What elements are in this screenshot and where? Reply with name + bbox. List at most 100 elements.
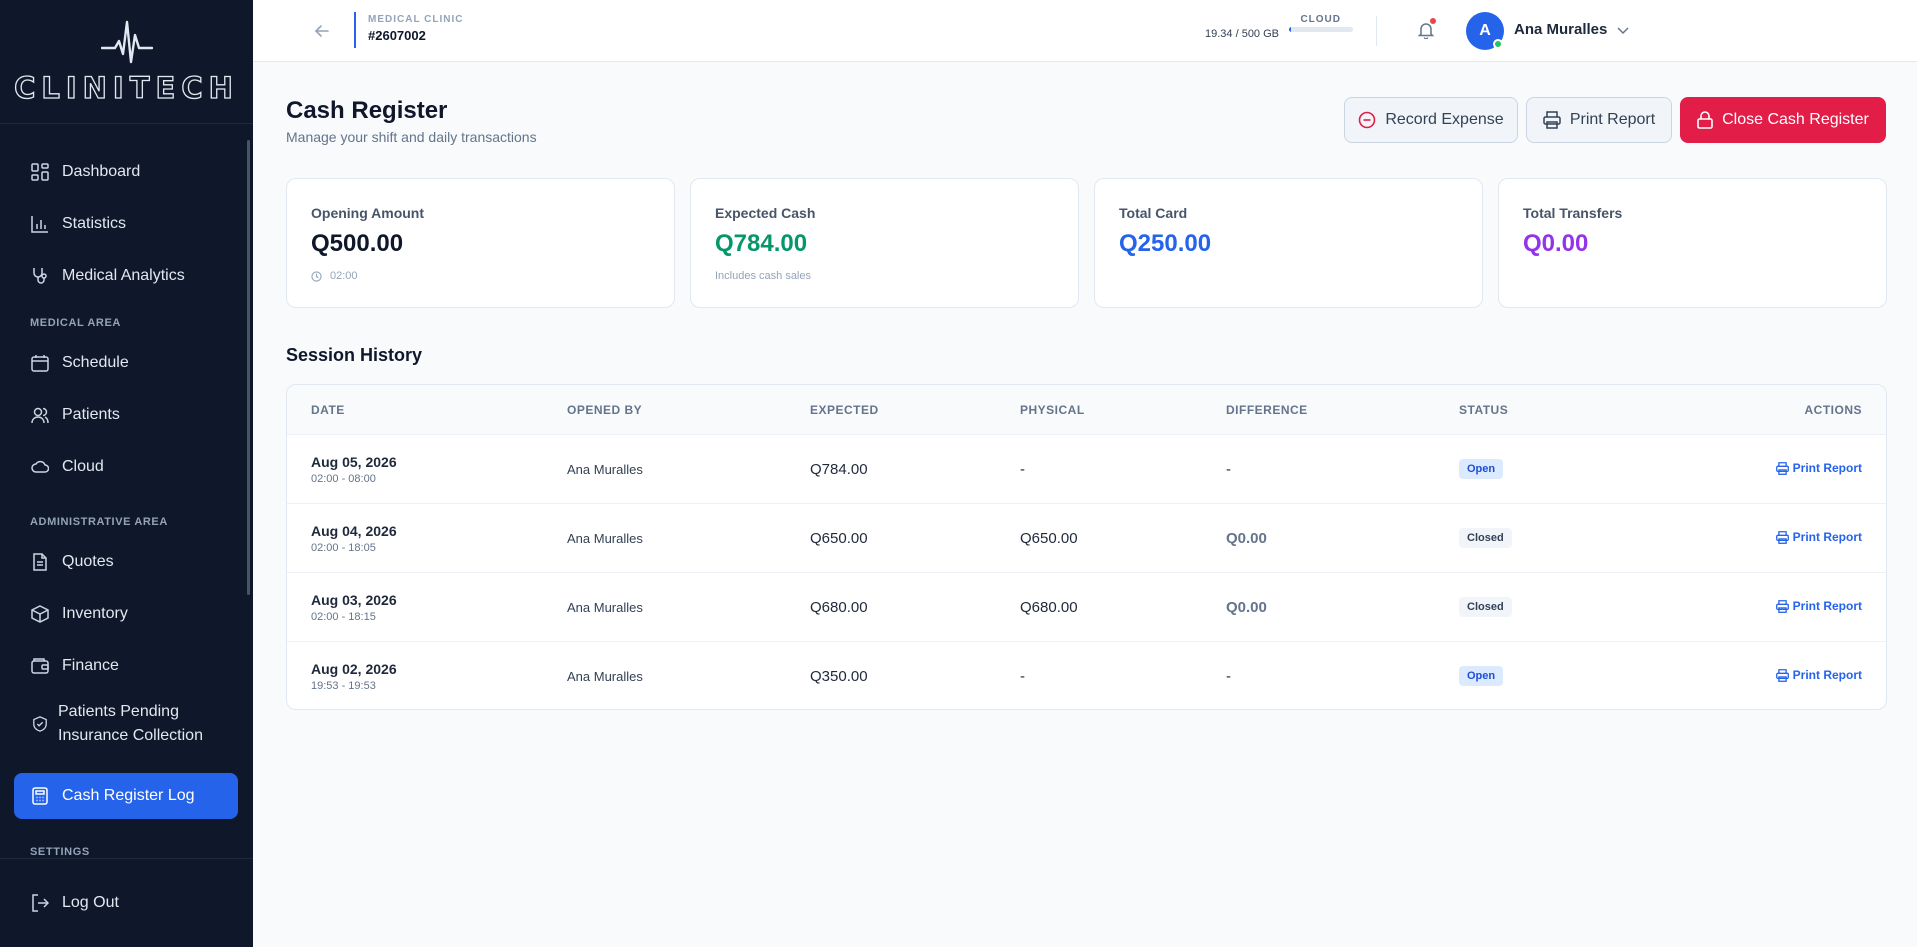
expected-cell: Q350.00: [810, 668, 868, 685]
close-cash-register-button[interactable]: Close Cash Register: [1680, 97, 1886, 143]
sidebar-item-insurance-collection[interactable]: Patients Pending Insurance Collection: [14, 696, 238, 752]
column-header-expected: EXPECTED: [810, 403, 879, 417]
table-row: Aug 05, 2026 02:00 - 08:00 Ana Muralles …: [287, 435, 1886, 504]
status-cell: Open: [1459, 459, 1504, 479]
document-icon: [30, 552, 50, 572]
sidebar-scrollbar[interactable]: [247, 140, 250, 595]
cloud-storage: CLOUD 19.34 / 500 GB: [1205, 14, 1341, 40]
sidebar-item-patients[interactable]: Patients: [14, 392, 238, 438]
status-cell: Open: [1459, 666, 1504, 686]
print-report-link-label: Print Report: [1792, 530, 1862, 544]
section-label-medical: MEDICAL AREA: [30, 317, 121, 329]
table-row: Aug 02, 2026 19:53 - 19:53 Ana Muralles …: [287, 642, 1886, 709]
printer-icon: [1543, 111, 1561, 129]
sidebar-item-quotes[interactable]: Quotes: [14, 539, 238, 585]
logout-button[interactable]: Log Out: [14, 880, 238, 926]
sidebar-item-finance[interactable]: Finance: [14, 643, 238, 689]
box-icon: [30, 604, 50, 624]
clinic-label: MEDICAL CLINIC: [368, 14, 464, 25]
session-time: 19:53 - 19:53: [311, 680, 376, 692]
date-cell: Aug 04, 2026 02:00 - 18:05: [311, 523, 397, 554]
sidebar-item-inventory[interactable]: Inventory: [14, 591, 238, 637]
back-button[interactable]: [311, 20, 333, 42]
printer-icon: [1775, 530, 1789, 544]
cloud-usage-bar: [1289, 27, 1353, 32]
sidebar-item-label: Inventory: [62, 605, 128, 622]
header-divider: [1376, 16, 1377, 46]
session-time: 02:00 - 18:15: [311, 611, 376, 623]
brand-logo[interactable]: CLINITECH: [0, 0, 253, 124]
column-header-date: DATE: [311, 403, 345, 417]
sidebar-item-label: Statistics: [62, 215, 127, 232]
column-header-status: STATUS: [1459, 403, 1509, 417]
notifications-button[interactable]: [1414, 18, 1438, 42]
section-label-administrative: ADMINISTRATIVE AREA: [30, 516, 168, 528]
sidebar-item-schedule[interactable]: Schedule: [14, 340, 238, 386]
sidebar-item-label: Quotes: [62, 553, 114, 570]
expected-cell: Q784.00: [810, 461, 868, 478]
logout-label: Log Out: [62, 894, 119, 911]
record-expense-button[interactable]: Record Expense: [1344, 97, 1518, 143]
print-report-link[interactable]: Print Report: [1775, 668, 1862, 682]
online-status-dot: [1493, 39, 1503, 49]
arrow-left-icon: [314, 25, 329, 37]
card-label: Total Transfers: [1523, 205, 1623, 221]
table-header: DATE OPENED BY EXPECTED PHYSICAL DIFFERE…: [287, 385, 1886, 435]
card-value: Q500.00: [311, 230, 404, 257]
minus-circle-icon: [1358, 111, 1376, 129]
print-report-button[interactable]: Print Report: [1526, 97, 1672, 143]
column-header-difference: DIFFERENCE: [1226, 403, 1308, 417]
section-label-settings: SETTINGS: [30, 846, 90, 858]
session-history-title: Session History: [286, 345, 423, 365]
physical-cell: -: [1020, 461, 1025, 478]
session-date: Aug 02, 2026: [311, 661, 397, 677]
sidebar-item-dashboard[interactable]: Dashboard: [14, 149, 238, 195]
chevron-down-icon[interactable]: [1615, 22, 1631, 38]
card-value: Q250.00: [1119, 230, 1212, 257]
notification-dot: [1430, 18, 1436, 24]
expected-cell: Q680.00: [810, 599, 868, 616]
sidebar-item-medical-analytics[interactable]: Medical Analytics: [14, 253, 238, 299]
print-report-link[interactable]: Print Report: [1775, 461, 1862, 475]
status-cell: Closed: [1459, 528, 1512, 548]
opening-time: 02:00: [330, 270, 358, 282]
sidebar-item-label: Finance: [62, 657, 119, 674]
session-time: 02:00 - 18:05: [311, 542, 376, 554]
difference-cell: -: [1226, 668, 1231, 685]
user-name[interactable]: Ana Muralles: [1514, 21, 1608, 38]
difference-cell: Q0.00: [1226, 530, 1267, 547]
print-report-link[interactable]: Print Report: [1775, 530, 1862, 544]
sidebar-item-statistics[interactable]: Statistics: [14, 201, 238, 247]
printer-icon: [1775, 461, 1789, 475]
session-history-table: DATE OPENED BY EXPECTED PHYSICAL DIFFERE…: [286, 384, 1887, 710]
opened-by-cell: Ana Muralles: [567, 600, 643, 615]
date-cell: Aug 03, 2026 02:00 - 18:15: [311, 592, 397, 623]
sidebar-item-label: Dashboard: [62, 163, 141, 180]
status-cell: Closed: [1459, 597, 1512, 617]
page-subtitle: Manage your shift and daily transactions: [286, 129, 537, 145]
print-report-label: Print Report: [1569, 111, 1656, 128]
card-label: Total Card: [1119, 205, 1188, 221]
sidebar-item-cash-register-log[interactable]: Cash Register Log: [14, 773, 238, 819]
column-header-physical: PHYSICAL: [1020, 403, 1085, 417]
sidebar-item-label: Patients Pending Insurance Collection: [58, 703, 203, 744]
session-date: Aug 03, 2026: [311, 592, 397, 608]
card-value: Q784.00: [715, 230, 808, 257]
sidebar-item-label: Schedule: [62, 354, 129, 371]
print-report-link[interactable]: Print Report: [1775, 599, 1862, 613]
sidebar-nav: Dashboard Statistics Medical Analytics M…: [0, 124, 253, 858]
clinic-info: MEDICAL CLINIC #2607002: [354, 12, 463, 48]
top-bar: MEDICAL CLINIC #2607002: [253, 0, 1917, 62]
expected-cell: Q650.00: [810, 530, 868, 547]
table-row: Aug 03, 2026 02:00 - 18:15 Ana Muralles …: [287, 573, 1886, 642]
sidebar: CLINITECH Dashboard Statistics Medical A…: [0, 0, 253, 947]
sidebar-item-cloud[interactable]: Cloud: [14, 444, 238, 490]
cloud-label: CLOUD: [1300, 14, 1341, 25]
clinic-id: #2607002: [368, 28, 426, 43]
users-icon: [30, 405, 50, 425]
sidebar-item-label: Cloud: [62, 458, 104, 475]
column-header-opened-by: OPENED BY: [567, 403, 643, 417]
card-note: Includes cash sales: [715, 270, 811, 282]
bar-chart-icon: [30, 214, 50, 234]
status-badge: Closed: [1459, 597, 1512, 617]
